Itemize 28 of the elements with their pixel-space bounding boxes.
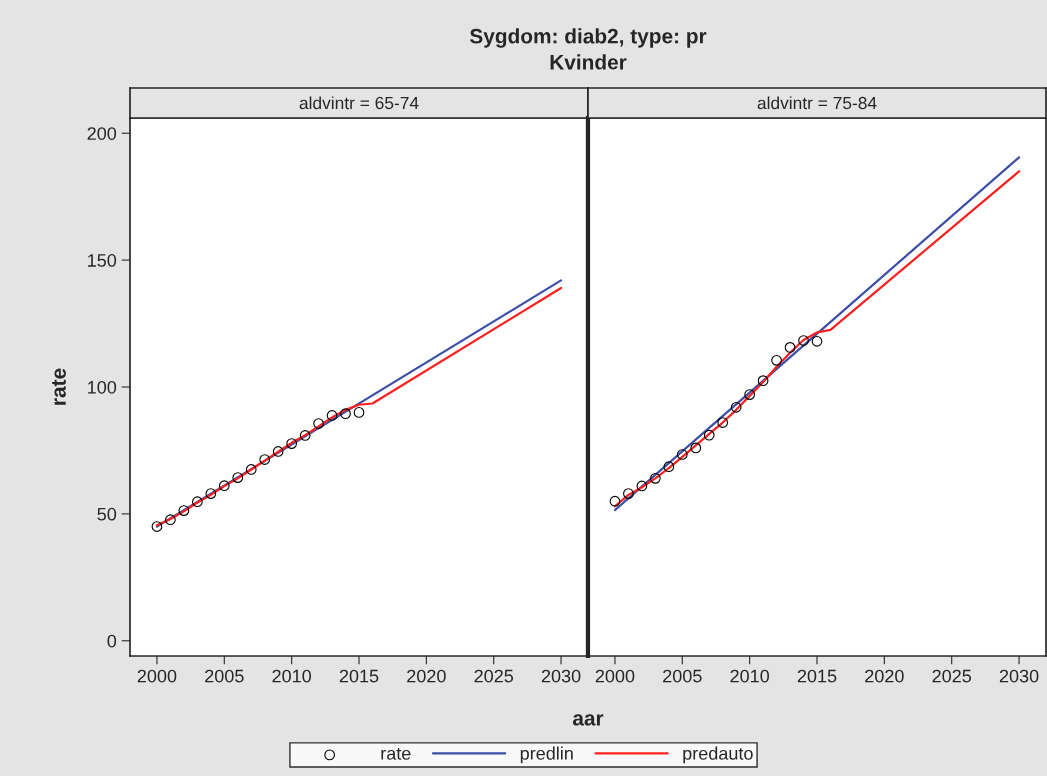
y-tick-label: 100: [88, 380, 117, 394]
chart-title: aldvintr = 65-74: [299, 96, 419, 110]
legend-label: predlin: [520, 746, 573, 764]
y-tick-label: 200: [87, 127, 117, 140]
x-tick-label: 2000: [137, 669, 177, 683]
x-tick-label: 2005: [663, 669, 702, 683]
x-tick-label: 2020: [865, 669, 904, 683]
y-tick-label: 150: [88, 254, 117, 267]
x-axis-title: aar: [572, 714, 604, 726]
x-tick-label: 2020: [407, 669, 446, 683]
text: rate: [381, 747, 411, 760]
x-tick-label: 2015: [339, 669, 379, 683]
y-tick-label: 50: [97, 507, 117, 521]
text: Sygdom: diab2, type: pr: [469, 28, 707, 48]
x-tick-label: 2000: [595, 669, 635, 683]
x-tick-label: 2010: [272, 669, 312, 683]
y-tick-label: 0: [107, 634, 117, 648]
text: Kvinder: [550, 54, 627, 70]
x-tick-label: 2010: [730, 669, 770, 683]
x-tick-label: 2015: [797, 669, 837, 683]
y-axis-title: rate: [52, 368, 66, 405]
x-tick-label: 2030: [999, 669, 1039, 683]
x-tick-label: 2025: [932, 669, 972, 683]
legend-label: predauto: [683, 746, 753, 764]
x-tick-label: 2030: [541, 669, 581, 683]
x-tick-label: 2025: [474, 669, 514, 683]
x-tick-label: 2005: [205, 669, 244, 683]
chart-title: aldvintr = 75-84: [757, 96, 877, 110]
